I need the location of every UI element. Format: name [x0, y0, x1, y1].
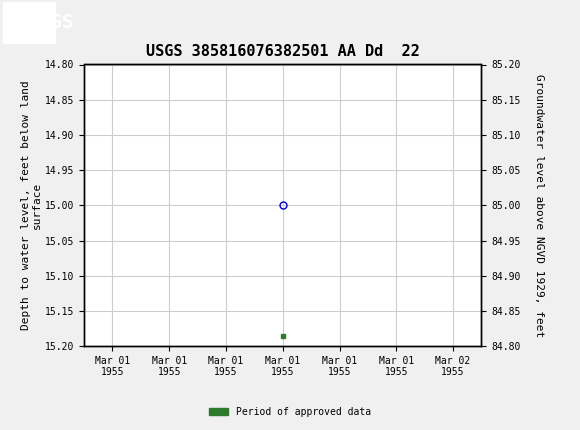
Bar [3, 2, 55, 43]
Text: ▓▓USGS: ▓▓USGS [3, 10, 74, 33]
Legend: Period of approved data: Period of approved data [205, 403, 375, 421]
Title: USGS 385816076382501 AA Dd  22: USGS 385816076382501 AA Dd 22 [146, 44, 419, 59]
Y-axis label: Depth to water level, feet below land
surface: Depth to water level, feet below land su… [21, 80, 42, 330]
Y-axis label: Groundwater level above NGVD 1929, feet: Groundwater level above NGVD 1929, feet [534, 74, 545, 337]
